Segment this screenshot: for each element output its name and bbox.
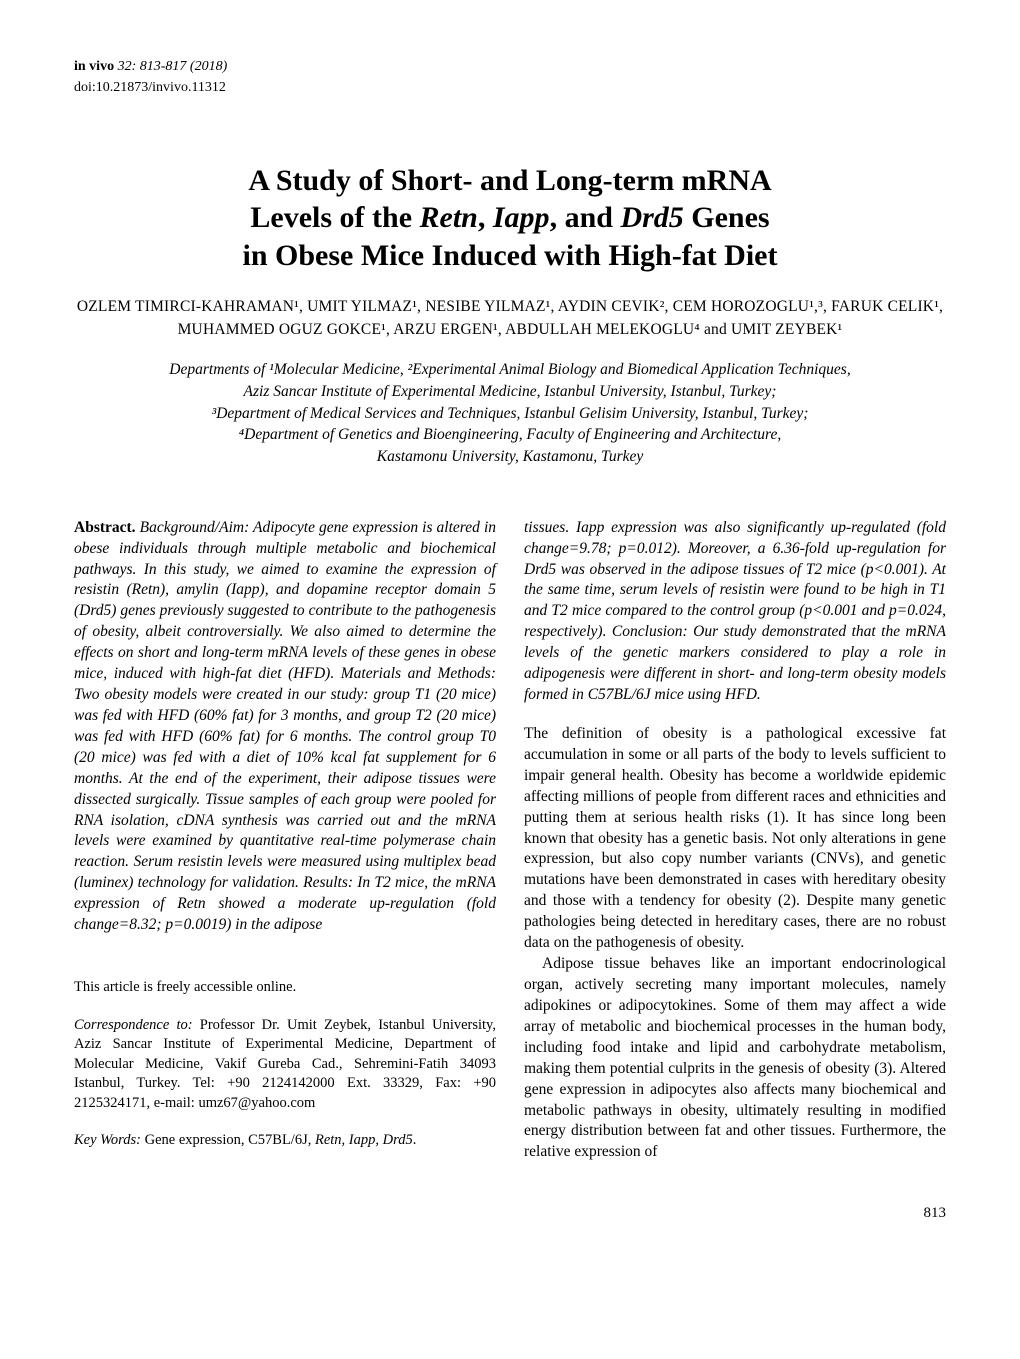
title-line-2: Levels of the Retn, Iapp, and Drd5 Genes [74, 199, 946, 237]
author-list: OZLEM TIMIRCI-KAHRAMAN¹, UMIT YILMAZ¹, N… [74, 296, 946, 341]
abstract-label: Abstract. [74, 519, 140, 536]
keywords-label: Key Words: [74, 1132, 145, 1148]
left-column: Abstract. Background/Aim: Adipocyte gene… [74, 518, 496, 1164]
affiliation-line: Aziz Sancar Institute of Experimental Me… [74, 381, 946, 403]
correspondence: Correspondence to: Professor Dr. Umit Ze… [74, 1016, 496, 1114]
affiliation-line: ³Department of Medical Services and Tech… [74, 403, 946, 425]
affiliations: Departments of ¹Molecular Medicine, ²Exp… [74, 359, 946, 467]
keywords: Key Words: Gene expression, C57BL/6J, Re… [74, 1131, 496, 1151]
right-column: tissues. Iapp expression was also signif… [524, 518, 946, 1164]
keywords-body: Gene expression, C57BL/6J, [145, 1132, 315, 1148]
free-access-note: This article is freely accessible online… [74, 978, 496, 998]
abstract-body-left: Background/Aim: Adipocyte gene expressio… [74, 519, 496, 934]
journal-header: in vivo 32: 813-817 (2018) doi:10.21873/… [74, 58, 946, 98]
abstract: Abstract. Background/Aim: Adipocyte gene… [74, 518, 496, 936]
intro-paragraph-2: Adipose tissue behaves like an important… [524, 954, 946, 1163]
page-number: 813 [74, 1203, 946, 1223]
journal-issue: 32: 813-817 (2018) [114, 59, 227, 74]
affiliation-line: Departments of ¹Molecular Medicine, ²Exp… [74, 359, 946, 381]
affiliation-line: Kastamonu University, Kastamonu, Turkey [74, 446, 946, 468]
journal-name: in vivo [74, 59, 114, 74]
intro-paragraph-1: The definition of obesity is a pathologi… [524, 724, 946, 954]
correspondence-label: Correspondence to: [74, 1017, 200, 1033]
two-column-body: Abstract. Background/Aim: Adipocyte gene… [74, 518, 946, 1164]
affiliation-line: ⁴Department of Genetics and Bioengineeri… [74, 424, 946, 446]
article-title: A Study of Short- and Long-term mRNA Lev… [74, 162, 946, 275]
keywords-genes: Retn, Iapp, Drd5 [315, 1132, 413, 1148]
title-line-1: A Study of Short- and Long-term mRNA [74, 162, 946, 200]
journal-citation: in vivo 32: 813-817 (2018) [74, 58, 946, 77]
doi: doi:10.21873/invivo.11312 [74, 79, 946, 98]
abstract-continued: tissues. Iapp expression was also signif… [524, 518, 946, 706]
title-line-3: in Obese Mice Induced with High-fat Diet [74, 237, 946, 275]
